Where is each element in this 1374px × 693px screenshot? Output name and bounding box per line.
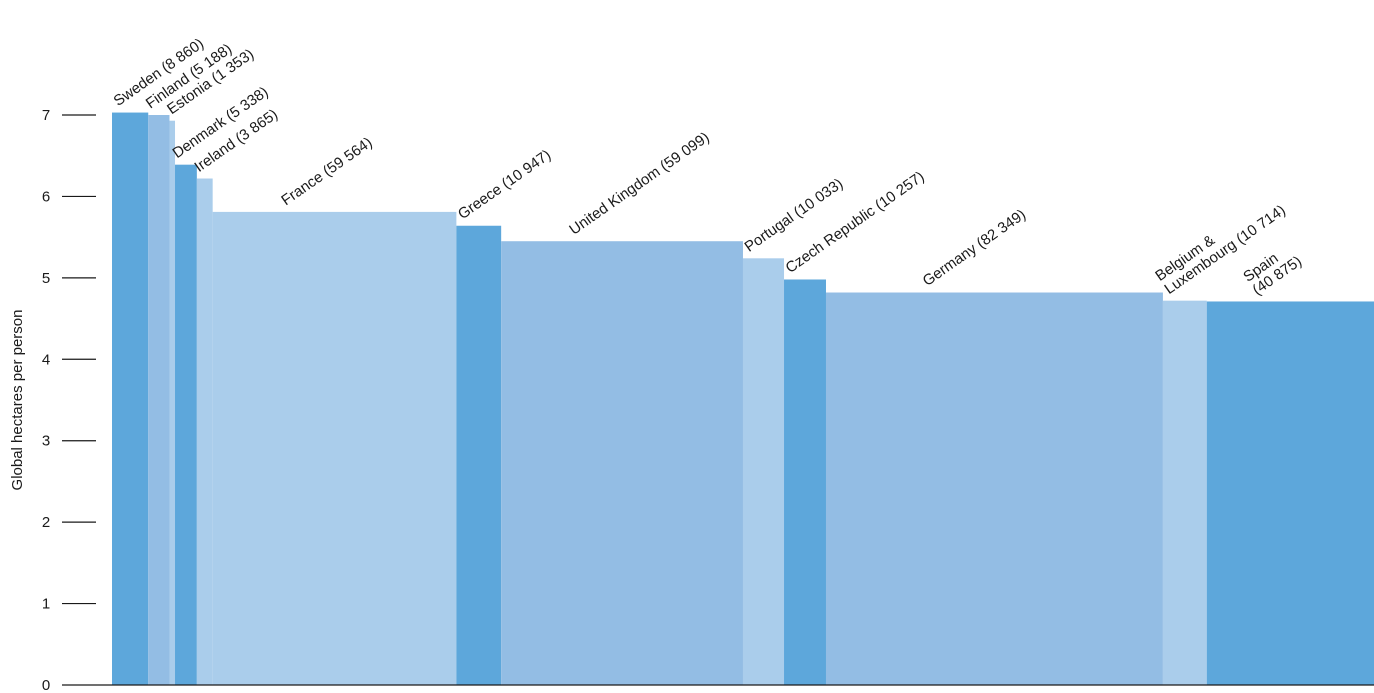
bar-france	[212, 211, 457, 685]
bar-belgium-luxembourg	[1162, 300, 1207, 685]
y-axis-title: Global hectares per person	[9, 310, 26, 491]
bars-group	[112, 112, 1374, 686]
bar-denmark	[175, 164, 197, 685]
y-tick-label-2: 2	[42, 514, 50, 531]
bar-ireland	[196, 178, 213, 685]
y-tick-label-5: 5	[42, 270, 50, 287]
bar-label-czech-republic: Czech Republic (10 257)	[783, 168, 928, 277]
y-tick-label-0: 0	[42, 677, 50, 693]
bar-germany	[825, 292, 1163, 685]
bar-portugal	[742, 258, 785, 685]
bar-united-kingdom	[501, 241, 743, 685]
bar-finland	[148, 115, 170, 685]
bar-greece	[456, 225, 502, 685]
bar-estonia	[169, 120, 176, 685]
y-tick-label-6: 6	[42, 188, 50, 205]
bar-label-spain: Spain(40 875)	[1240, 240, 1305, 299]
y-tick-label-3: 3	[42, 433, 50, 450]
y-tick-label-4: 4	[42, 351, 50, 368]
bar-label-united-kingdom: United Kingdom (59 099)	[566, 129, 712, 239]
bar-sweden	[112, 112, 149, 686]
y-tick-label-7: 7	[42, 107, 50, 124]
bar-label-germany: Germany (82 349)	[920, 206, 1029, 290]
axes-group: 0 1 2 3 4 5 6 7	[42, 107, 1374, 693]
bar-label-greece: Greece (10 947)	[455, 146, 554, 223]
y-tick-label-1: 1	[42, 596, 50, 613]
bar-spain	[1206, 301, 1374, 685]
bar-czech-republic	[784, 279, 826, 685]
bar-label-france: France (59 564)	[278, 134, 375, 209]
